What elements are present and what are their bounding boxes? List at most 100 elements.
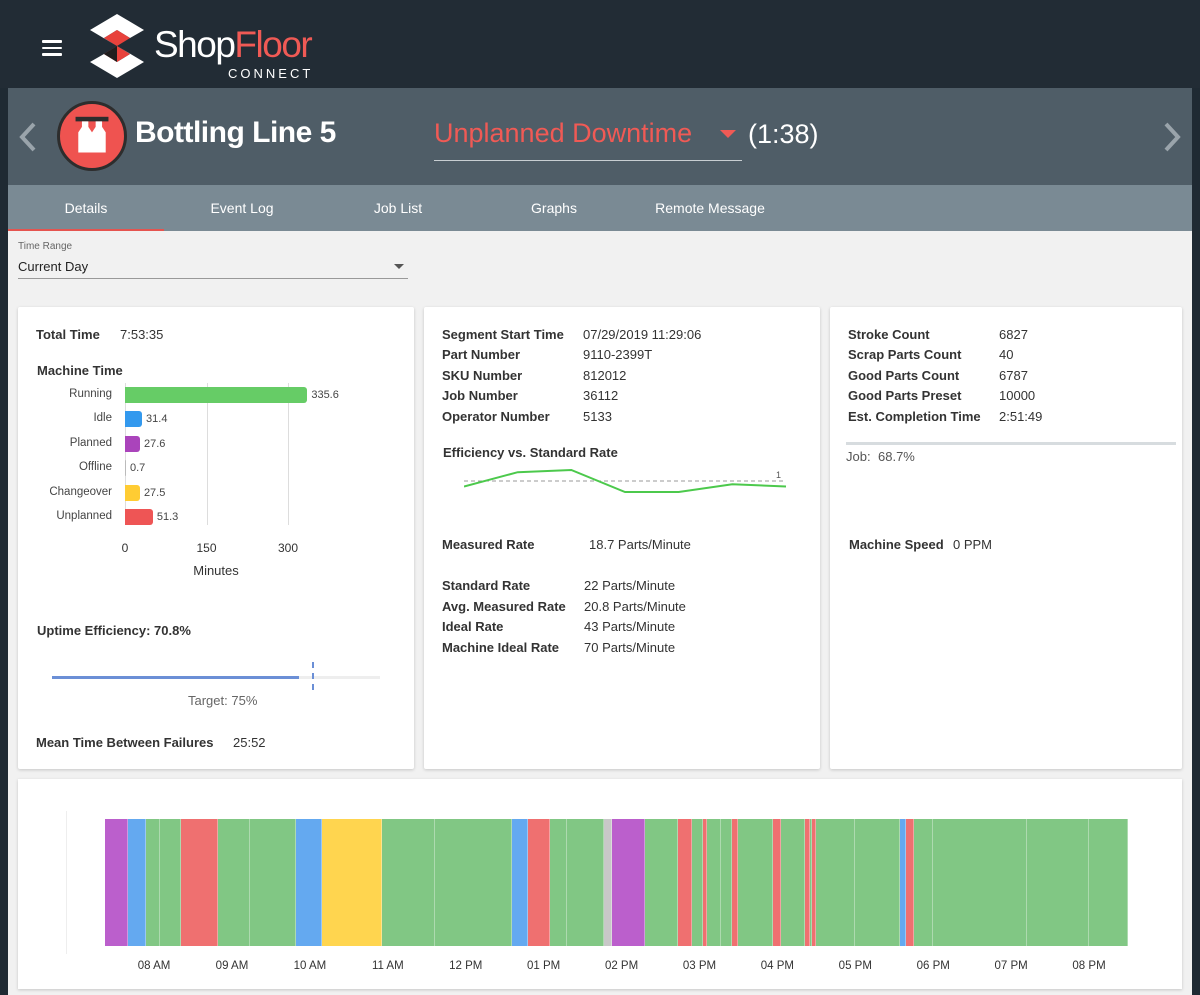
good-parts-label: Good Parts Count [848,368,960,383]
timeline-segment-planned[interactable] [105,819,129,946]
time-axis-label: 01 PM [527,960,561,972]
time-summary-card: Total Time 7:53:35 Machine Time 0 150 300 R… [18,307,414,769]
good-parts-preset-value: 10000 [999,388,1036,403]
timeline-segment-running[interactable] [434,819,513,946]
x-tick-label: 300 [277,541,299,555]
bar-changeover[interactable] [125,484,140,501]
timeline-segment-unplanned[interactable] [804,819,811,946]
bar-unplanned[interactable] [125,509,153,525]
timeline-segment-running[interactable] [933,819,1027,946]
timeline-segment-planned[interactable] [612,819,645,946]
time-range-select[interactable]: Current Day [18,256,408,279]
bar-idle[interactable] [125,411,143,428]
timeline-segment-running[interactable] [644,819,678,946]
timeline-segment-running[interactable] [913,819,934,946]
timeline-segment-running[interactable] [810,819,813,946]
timeline-segment-running[interactable] [707,819,721,946]
avg-measured-rate-label: Avg. Measured Rate [442,599,566,614]
target-label: Target: 75% [188,693,258,708]
timeline-segment-unplanned[interactable] [181,819,218,946]
timeline-segment-unplanned[interactable] [812,819,817,946]
uptime-efficiency-label: Uptime Efficiency: 70.8% [37,623,191,638]
tab-event-log[interactable]: Event Log [210,200,274,216]
machine-ideal-rate-label: Machine Ideal Rate [442,640,560,655]
timeline-segment-unplanned[interactable] [677,819,692,946]
timeline-segment-unplanned[interactable] [773,819,782,946]
timeline-segment-idle[interactable] [899,819,906,946]
timeline-segment-unplanned[interactable] [905,819,914,946]
timeline-segment-running[interactable] [217,819,250,946]
state-timeline-card: 08 AM 09 AM 10 AM 11 AM 12 PM 01 PM 02 PM 03 PM… [18,779,1182,989]
state-duration: (1:38) [748,119,819,149]
timeline-segment-running[interactable] [1026,819,1090,946]
job-progress-fill [846,442,1073,445]
timeline-segment-idle[interactable] [128,819,147,946]
time-axis-label: 02 PM [604,960,639,972]
category-label: Offline [78,461,112,474]
timeline-segment-running[interactable] [160,819,182,946]
bar-planned[interactable] [125,435,140,452]
tab-remote-message[interactable]: Remote Message [655,200,765,216]
tab-graphs[interactable]: Graphs [531,200,577,216]
part-number-value: 9110-2399T [583,347,653,362]
scrap-parts-label: Scrap Parts Count [848,347,962,362]
timeline-segment-running[interactable] [855,819,900,946]
chevron-down-icon [720,130,736,138]
category-label: Running [69,388,112,400]
timeline-segment-unplanned[interactable] [703,819,708,946]
category-label: Unplanned [56,510,112,522]
machine-title: Bottling Line 5 [135,116,336,149]
timeline-segment-unplanned[interactable] [528,819,550,946]
ideal-rate-value: 43 Parts/Minute [584,619,676,634]
timeline-segment-running[interactable] [720,819,733,946]
time-axis-label: 10 AM [293,960,327,972]
time-axis-label: 06 PM [916,960,950,972]
bar-running[interactable] [125,387,308,403]
gridline [288,383,289,525]
timeline-segment-running[interactable] [1089,819,1128,946]
est-completion-value: 2:51:49 [999,409,1043,424]
timeline-segment-unplanned[interactable] [732,819,739,946]
machine-state-select[interactable]: Unplanned Downtime [434,113,742,161]
timeline-segment-running[interactable] [249,819,296,946]
timeline-segment-idle[interactable] [295,819,322,946]
job-number-label: Job Number [442,388,518,403]
timeline-segment-running[interactable] [382,819,435,946]
timeline-segment-running[interactable] [816,819,856,946]
timeline-segment-running[interactable] [781,819,805,946]
efficiency-line [464,468,787,493]
time-axis-label: 04 PM [760,960,795,972]
time-axis-label: 08 PM [1072,960,1106,972]
job-progress-label: Job: [846,449,871,464]
time-axis-label: 08 AM [137,960,171,972]
x-tick-label: 0 [121,541,129,555]
main-panel: Bottling Line 5 Unplanned Downtime (1:38… [8,88,1192,995]
time-range-value: Current Day [18,259,89,274]
time-axis-label: 11 AM [371,960,404,972]
sku-number-label: SKU Number [442,368,523,383]
stroke-count-value: 6827 [999,327,1028,342]
timeline-segment-running[interactable] [691,819,704,946]
timeline-segment-changeover[interactable] [321,819,383,946]
timeline-segment-running[interactable] [567,819,605,946]
bar-value-label: 27.5 [143,486,166,499]
timeline-segment-running[interactable] [738,819,774,946]
x-tick-label: 150 [196,541,217,555]
previous-machine-icon[interactable] [16,120,40,154]
brand-name: ShopFloor [154,24,313,65]
category-label: Idle [93,412,112,425]
timeline-segment-offline[interactable] [604,819,613,946]
timeline-segment-idle[interactable] [512,819,529,946]
bar-offline[interactable] [125,460,126,477]
menu-icon[interactable] [42,40,62,56]
timeline-segment-running[interactable] [146,819,161,946]
bottles-icon [57,101,127,171]
tab-details[interactable]: Details [8,185,164,231]
sku-number-value: 812012 [583,368,627,383]
time-axis-label: 03 PM [682,960,717,972]
next-machine-icon[interactable] [1160,120,1184,154]
reference-label: 1 [776,470,781,480]
timeline-segment-running[interactable] [549,819,568,946]
bar-value-label: 335.6 [311,389,339,401]
tab-job-list[interactable]: Job List [373,200,423,216]
